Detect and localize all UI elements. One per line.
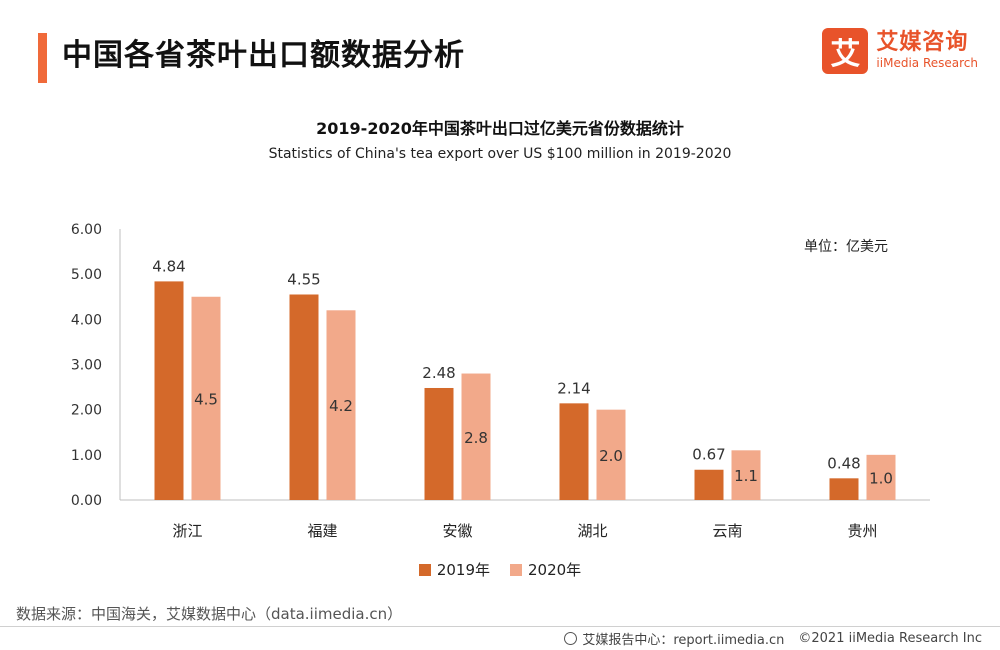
- data-label-2019: 0.67: [692, 446, 725, 464]
- x-tick-label: 福建: [307, 522, 337, 540]
- legend-swatch-2019: [418, 563, 431, 576]
- bar-2020: [866, 454, 896, 500]
- unit-label: 单位：亿美元: [804, 239, 888, 255]
- data-label-2019: 2.48: [422, 364, 455, 382]
- data-label-2020: 1.0: [869, 469, 893, 487]
- x-tick-label: 浙江: [172, 522, 202, 540]
- data-label-2019: 4.84: [152, 257, 185, 275]
- bar-2019: [424, 387, 454, 500]
- chart-title: 2019-2020年中国茶叶出口过亿美元省份数据统计: [316, 119, 684, 138]
- bar-2020: [326, 310, 356, 500]
- chart-legend: 2019年 2020年: [0, 559, 1000, 580]
- logo-text: 艾媒咨询 iiMedia Research: [876, 31, 978, 71]
- bar-2020: [596, 409, 626, 500]
- bar-2019: [154, 281, 184, 500]
- legend-swatch-2020: [510, 563, 522, 576]
- y-tick-label: 1.00: [71, 448, 102, 464]
- bar-2020: [731, 450, 761, 500]
- x-tick-label: 安徽: [442, 522, 472, 540]
- data-label-2019: 2.14: [557, 379, 590, 397]
- x-tick-label: 贵州: [847, 522, 877, 540]
- iimedia-logo: 艾 艾媒咨询 iiMedia Research: [822, 28, 978, 74]
- logo-mark-icon: 艾: [822, 28, 869, 74]
- x-tick-label: 湖北: [577, 522, 607, 540]
- data-label-2020: 2.0: [599, 447, 623, 465]
- footer: 艾媒报告中心：report.iimedia.cn ©2021 iiMedia R…: [564, 629, 982, 648]
- footer-report-center: 艾媒报告中心：report.iimedia.cn: [582, 633, 785, 648]
- bar-2019: [559, 403, 589, 500]
- y-tick-label: 2.00: [71, 403, 102, 419]
- logo-name-en: iiMedia Research: [876, 56, 978, 70]
- page-title: 中国各省茶叶出口额数据分析: [62, 38, 465, 73]
- bar-2019: [289, 294, 319, 500]
- logo-name-cn: 艾媒咨询: [876, 30, 969, 55]
- y-tick-label: 6.00: [71, 222, 102, 238]
- footer-divider: [0, 626, 1000, 627]
- y-tick-label: 4.00: [71, 312, 102, 328]
- bar-2019: [829, 478, 859, 500]
- bar-2020: [461, 373, 491, 500]
- report-center-icon: [564, 632, 578, 645]
- legend-label-2019: 2019年: [436, 561, 490, 579]
- data-source: 数据来源：中国海关，艾媒数据中心（data.iimedia.cn）: [16, 605, 403, 623]
- y-tick-label: 0.00: [71, 493, 102, 509]
- data-label-2019: 4.55: [287, 270, 320, 288]
- legend-item-2019: 2019年: [418, 559, 490, 580]
- data-label-2020: 4.2: [329, 397, 353, 415]
- bar-2020: [191, 296, 221, 500]
- footer-copyright: ©2021 iiMedia Research Inc: [798, 631, 982, 646]
- x-tick-label: 云南: [712, 522, 742, 540]
- bar-2019: [694, 469, 724, 500]
- data-label-2020: 2.8: [464, 429, 488, 447]
- y-tick-label: 3.00: [71, 358, 102, 374]
- chart-subtitle: Statistics of China's tea export over US…: [268, 146, 732, 162]
- data-label-2019: 0.48: [827, 454, 860, 472]
- legend-item-2020: 2020年: [510, 559, 581, 580]
- data-label-2020: 1.1: [734, 467, 758, 485]
- y-tick-label: 5.00: [71, 267, 102, 283]
- title-accent-bar: [38, 33, 47, 83]
- legend-label-2020: 2020年: [528, 561, 582, 579]
- data-label-2020: 4.5: [194, 390, 218, 408]
